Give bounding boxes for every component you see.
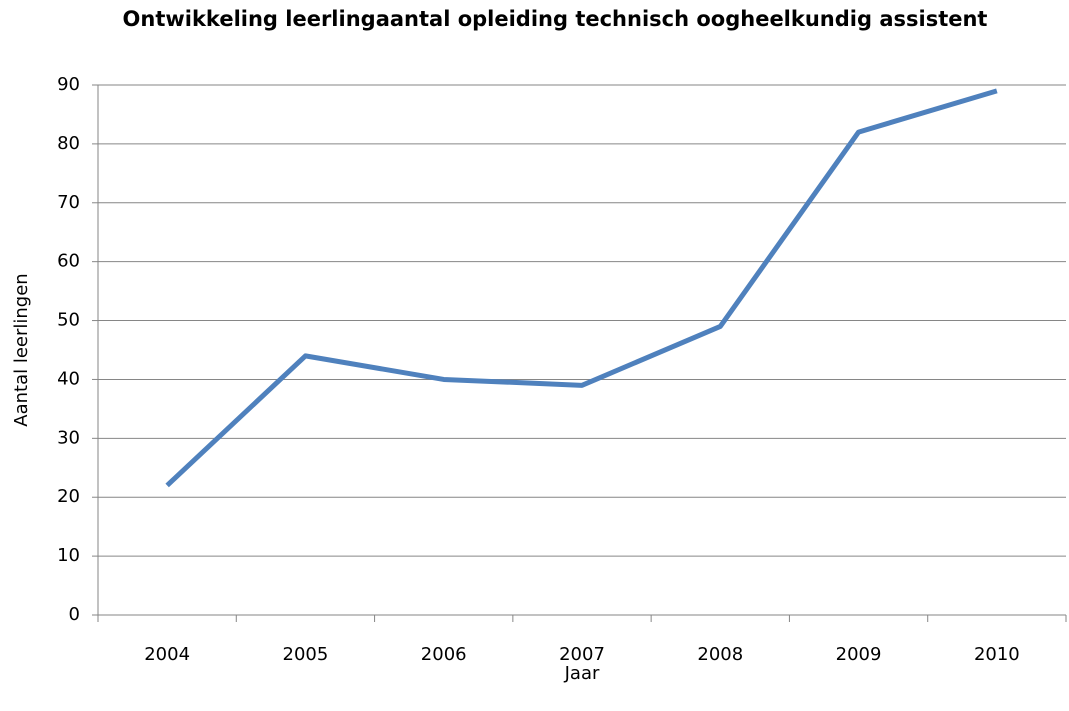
y-tick-label: 10 [57, 545, 80, 566]
x-axis-label: Jaar [564, 663, 600, 684]
x-tick-label: 2009 [836, 644, 882, 665]
y-tick-label: 80 [57, 133, 80, 154]
data-line [165, 88, 998, 488]
x-tick-label: 2006 [421, 644, 467, 665]
y-axis-label: Aantal leerlingen [11, 273, 32, 426]
y-tick-label: 50 [57, 310, 80, 331]
x-tick-label: 2008 [697, 644, 743, 665]
y-tick-label: 40 [57, 368, 80, 389]
x-tick-label: 2010 [974, 644, 1020, 665]
chart-title: Ontwikkeling leerlingaantal opleiding te… [122, 7, 988, 31]
y-tick-label: 60 [57, 251, 80, 272]
y-tick-label: 0 [69, 604, 80, 625]
y-tick-label: 30 [57, 427, 80, 448]
x-tick-label: 2005 [283, 644, 329, 665]
y-tick-label: 70 [57, 192, 80, 213]
y-tick-label: 20 [57, 486, 80, 507]
x-tick-label: 2004 [144, 644, 190, 665]
y-tick-label: 90 [57, 74, 80, 95]
x-tick-label: 2007 [559, 644, 605, 665]
